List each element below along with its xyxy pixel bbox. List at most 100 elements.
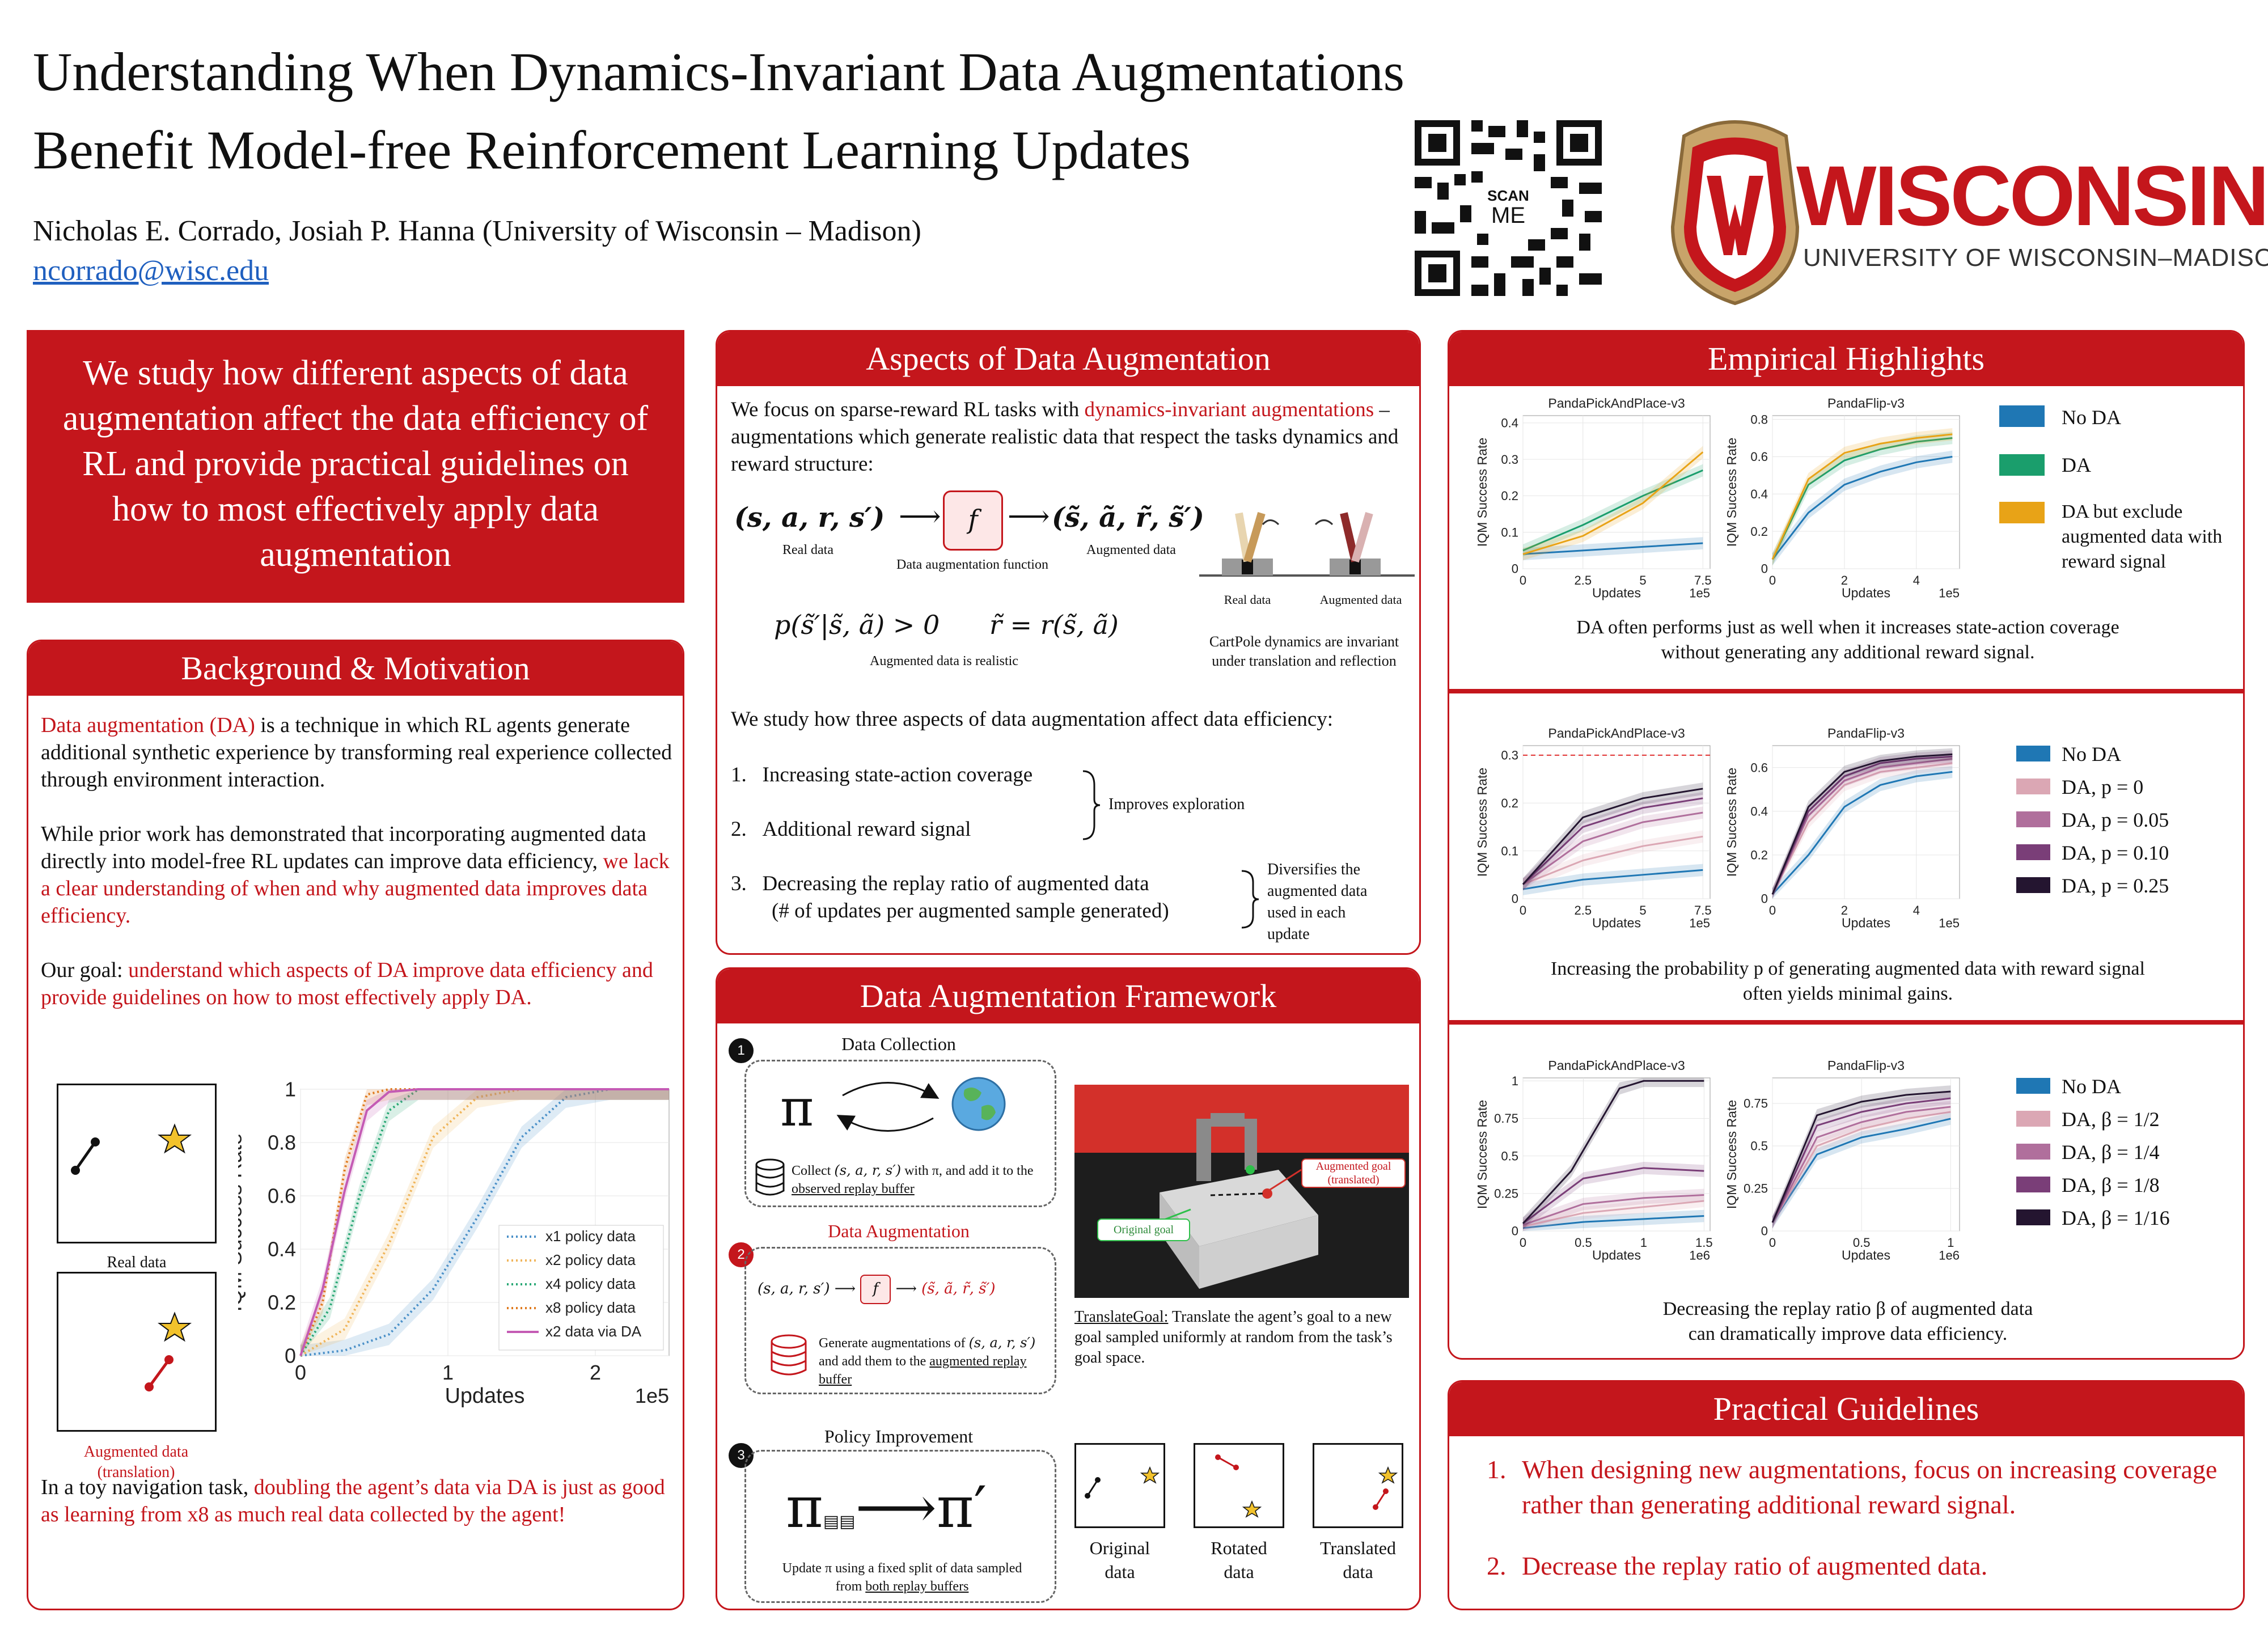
highlight-1-caption-a: DA often performs just as well when it i… (1576, 617, 2119, 638)
logo-subtitle: UNIVERSITY OF WISCONSIN–MADISON (1803, 244, 2268, 272)
augmented-goal-label: Augmented goal (translated) (1301, 1158, 1406, 1188)
series-line-3 (1771, 755, 1953, 895)
background-title: Background & Motivation (28, 641, 683, 696)
guideline-1: 1. When designing new augmentations, foc… (1487, 1452, 2229, 1522)
realistic-caption: Augmented data is realistic (870, 654, 1018, 669)
legend-1-swatch-2 (1999, 502, 2045, 523)
author-email-link[interactable]: ncorrado@wisc.edu (33, 255, 269, 287)
aspects-intro-term: dynamics-invariant augmentations (1084, 398, 1374, 421)
y-axis-label: IQM Success Rate (1475, 438, 1490, 547)
brace-1-icon (1082, 770, 1101, 840)
legend-3-item-2: DA, β = 1/4 (2062, 1141, 2160, 1164)
study-sentence: We study how three aspects of data augme… (731, 708, 1334, 731)
toy-real-label: Real data (107, 1254, 167, 1271)
y-tick-label: 0.25 (1744, 1182, 1768, 1196)
step-1-badge: 1 (729, 1038, 754, 1063)
toy-real-trajectory (71, 1123, 192, 1175)
x-axis-unit: 1e5 (1689, 916, 1710, 930)
title-line-1: Understanding When Dynamics-Invariant Da… (33, 41, 1404, 102)
legend-2: No DA DA, p = 0 DA, p = 0.05 DA, p = 0.1… (2016, 743, 2232, 916)
x-tick-label: 1 (1640, 1236, 1647, 1250)
aspect-2-num: 2. (731, 818, 747, 841)
plot-area (1522, 1077, 1711, 1232)
x-axis-unit: 1e5 (1939, 586, 1960, 600)
x-tick-label: 7.5 (1694, 903, 1712, 917)
y-tick-label: 1 (1512, 1074, 1518, 1088)
step-2-box: (s, a, r, s′) ⟶ f ⟶ (s̃, ã, r̃, s̃′) Gen… (744, 1247, 1056, 1394)
series-line-2 (1522, 811, 1703, 885)
legend-2-swatch-4 (2016, 877, 2050, 893)
background-paragraph-2: While prior work has demonstrated that i… (41, 820, 672, 929)
legend-3-swatch-2 (2016, 1144, 2050, 1160)
qr-code[interactable]: SCAN ME (1415, 120, 1602, 296)
augmented-data-caption: Augmented data (1086, 543, 1176, 557)
highlight-1-caption: DA often performs just as well when it i… (1472, 615, 2224, 665)
legend-label-4: x2 data via DA (545, 1323, 642, 1340)
legend-1-swatch-0 (1999, 405, 2045, 427)
y-tick-label: 0.4 (1750, 487, 1768, 501)
policy-symbol: π (780, 1078, 814, 1138)
x-axis-unit: 1e6 (1689, 1249, 1710, 1263)
translate-goal-text: Translate the agent’s goal to a new goal… (1074, 1308, 1393, 1367)
guideline-2-num: 2. (1487, 1551, 1507, 1580)
aspect-3: 3. Decreasing the replay ratio of augmen… (731, 870, 1149, 898)
legend-2-item-3: DA, p = 0.10 (2062, 841, 2169, 864)
series-line-0 (1522, 1215, 1704, 1229)
goal-star-icon (158, 1312, 192, 1342)
y-tick-label: 0.75 (1494, 1111, 1518, 1126)
aspect-3-text: Decreasing the replay ratio of augmented… (762, 872, 1149, 895)
x-axis-label: Updates (1592, 586, 1641, 600)
gap-text: we lack a clear understanding of when an… (41, 849, 670, 928)
translated-data-label: Translated data (1320, 1538, 1396, 1582)
da-term: Data augmentation (DA) (41, 713, 255, 737)
legend-label-2: x4 policy data (545, 1275, 636, 1292)
legend-1-item-0: No DA (2062, 406, 2121, 429)
legend-2-item-0: No DA (2062, 743, 2121, 765)
y-tick-label: 0.5 (1750, 1139, 1768, 1153)
series-band-4 (1523, 782, 1703, 891)
highlight-3-pick-place-chart: 0 0.25 0.5 0.75 1 0 0.5 1 1.5 PandaPickAndPlace-v… (1475, 1058, 1713, 1263)
guidelines-panel: Practical Guidelines 1. When designing n… (1448, 1380, 2245, 1610)
highlights-title: Empirical Highlights (1449, 332, 2243, 386)
legend-3-swatch-1 (2016, 1111, 2050, 1127)
step-2-equation: (s, a, r, s′) ⟶ f ⟶ (s̃, ã, r̃, s̃′) (758, 1275, 996, 1304)
background-paragraph-1: Data augmentation (DA) is a technique in… (41, 712, 672, 793)
arrow-2: ⟶ (1008, 500, 1050, 534)
step-1-text: Collect (s, a, r, s′) with π, and add it… (792, 1162, 1034, 1196)
legend-1-item-2: DA but exclude augmented data with rewar… (2062, 501, 2223, 572)
x-axis-label: Updates (1842, 916, 1890, 930)
step-1-text-a: Collect (792, 1164, 835, 1178)
cartpole-real-label: Real data (1224, 593, 1271, 607)
highlight-1-pick-place-chart: 0 0.1 0.2 0.3 0.4 0 2.5 5 7.5 PandaPickAndPlace-v… (1475, 396, 1711, 600)
series-band-0 (1523, 864, 1703, 895)
rotated-data-label: Rotated data (1211, 1538, 1267, 1582)
series-band-0 (1772, 1112, 1951, 1229)
prior-work-text: While prior work has demonstrated that i… (41, 822, 646, 873)
series-line-1 (1522, 1200, 1704, 1228)
x-tick-label: 1.5 (1695, 1236, 1713, 1250)
robot-scene-image: Augmented goal (translated) Original goa… (1074, 1085, 1409, 1298)
y-tick-label: 0.2 (1750, 524, 1768, 539)
series-line-3 (1522, 797, 1703, 885)
y-tick-label: 0 (285, 1344, 296, 1368)
guideline-2: 2. Decrease the replay ratio of augmente… (1487, 1549, 2229, 1584)
robot-arm-graphic (1153, 1113, 1318, 1289)
y-tick-label: 0.5 (1501, 1149, 1518, 1163)
poster-title: Understanding When Dynamics-Invariant Da… (33, 33, 1404, 189)
x-tick-label: 4 (1913, 573, 1920, 587)
crest-icon (1670, 120, 1800, 306)
qr-code-graphic (1415, 120, 1602, 296)
highlight-3-caption-b: can dramatically improve data efficiency… (1688, 1323, 2008, 1344)
highlight-3-caption: Decreasing the replay ratio β of augment… (1472, 1297, 2224, 1347)
y-tick-label: 0.6 (1750, 450, 1768, 464)
x-axis-unit: 1e5 (1689, 586, 1710, 600)
aspects-intro-b: – augmentations which generate realistic… (731, 398, 1399, 476)
series-band-2 (1772, 1101, 1951, 1229)
guideline-1-num: 1. (1487, 1455, 1507, 1484)
cartpole-figure (1199, 512, 1415, 577)
translated-trajectory (1373, 1466, 1398, 1510)
augmented-tuple: (s̃, ã, r̃, s̃′) (1052, 502, 1204, 534)
y-tick-label: 0.1 (1501, 525, 1518, 539)
function-caption: Data augmentation function (896, 557, 1048, 572)
step-3-title: Policy Improvement (824, 1426, 974, 1446)
